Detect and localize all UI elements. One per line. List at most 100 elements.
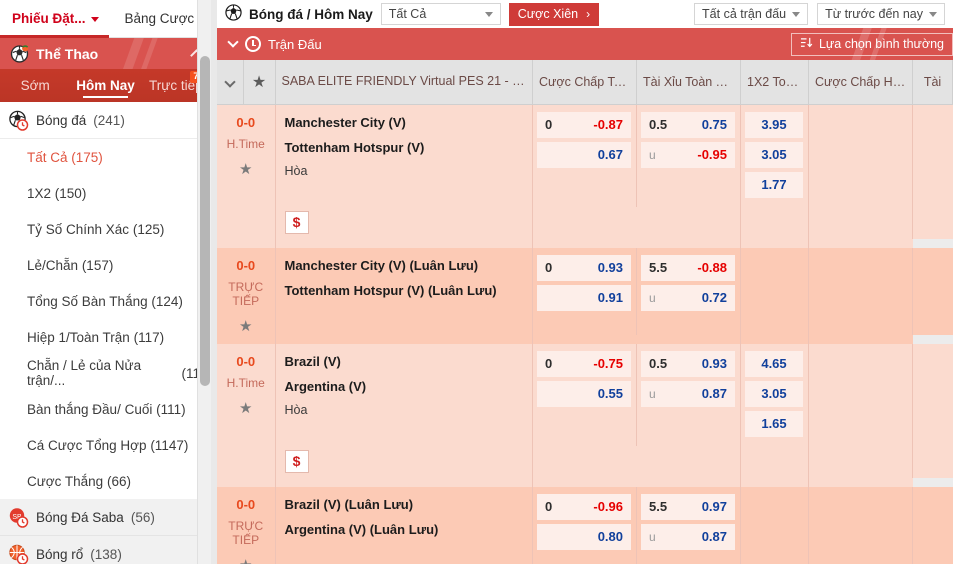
- star-icon[interactable]: ★: [239, 317, 253, 335]
- away-team[interactable]: Argentina (V) (Luân Lưu): [284, 521, 439, 537]
- odds-button[interactable]: 4.65: [745, 350, 803, 377]
- more-markets-button[interactable]: $: [284, 210, 309, 234]
- odds-handicap: 0: [545, 117, 553, 132]
- soccer-ball-icon: [225, 4, 242, 24]
- odds-button[interactable]: 0 -0.87: [537, 111, 631, 138]
- handicap-ft-cell: 0 0.93 0.91: [532, 247, 637, 335]
- league-collapse-header[interactable]: [217, 60, 244, 105]
- tab-bet-list[interactable]: Bảng Cược: [109, 0, 205, 37]
- odds-button[interactable]: 5.5 -0.88: [641, 254, 735, 281]
- sidebar-item-outright-count: (66): [106, 473, 131, 489]
- odds-handicap: u: [649, 147, 656, 162]
- home-team[interactable]: Brazil (V) (Luân Lưu): [284, 496, 414, 512]
- home-team[interactable]: Manchester City (V) (Luân Lưu): [284, 257, 479, 273]
- more-markets-button[interactable]: $: [284, 449, 309, 473]
- odds-handicap: 0: [545, 260, 553, 275]
- odds-button[interactable]: 1.65: [745, 410, 803, 437]
- sidebar-item-outright[interactable]: Cược Thắng (66): [0, 463, 211, 499]
- odds-button[interactable]: 0.67: [537, 141, 631, 168]
- sidebar-item-half-odd-even[interactable]: Chẵn / Lẻ của Nửa trận/... (111): [0, 355, 211, 391]
- odds-value: 0.97: [701, 499, 727, 514]
- odds-table: ★ SABA ELITE FRIENDLY Virtual PES 21 - 5…: [217, 60, 953, 564]
- sidebar-item-1x2-label: 1X2: [27, 185, 52, 201]
- sidebar-item-1x2[interactable]: 1X2 (150): [0, 175, 211, 211]
- odds-button[interactable]: 0 -0.96: [537, 493, 631, 520]
- extra-odds-cell-4: [912, 445, 953, 478]
- breadcrumb-label: Bóng đá / Hôm Nay: [249, 6, 373, 22]
- parlay-button-label: Cược Xiên: [517, 7, 579, 21]
- odds-button[interactable]: 3.05: [745, 380, 803, 407]
- sidebar-subtab-early[interactable]: Sớm: [0, 69, 70, 102]
- odds-button[interactable]: u 0.87: [641, 380, 735, 407]
- left-sidebar: Phiếu Đặt... Bảng Cược Thể Thao: [0, 0, 211, 564]
- home-team[interactable]: Manchester City (V): [284, 114, 406, 130]
- chevron-down-icon: [224, 76, 236, 88]
- handicap-ht-cell: [808, 247, 913, 335]
- sidebar-item-basketball[interactable]: Bóng rổ (138): [0, 536, 211, 564]
- sidebar-item-total-goals[interactable]: Tổng Số Bàn Thắng (124): [0, 283, 211, 319]
- odds-value: 4.65: [761, 356, 787, 371]
- sidebar-item-correct-score[interactable]: Tỷ Số Chính Xác (125): [0, 211, 211, 247]
- sidebar-item-football-count: (241): [93, 112, 125, 128]
- odds-button[interactable]: 0.91: [537, 284, 631, 311]
- home-team[interactable]: Brazil (V): [284, 353, 341, 369]
- sidebar-scrollbar-track[interactable]: [197, 0, 211, 564]
- odds-button[interactable]: 0.55: [537, 380, 631, 407]
- star-icon[interactable]: ★: [239, 160, 253, 178]
- sidebar-subtab-today-label: Hôm Nay: [76, 78, 135, 93]
- pane-divider: [211, 0, 217, 564]
- odds-value: 0.87: [701, 529, 727, 544]
- odds-value: 0.91: [597, 290, 623, 305]
- star-icon[interactable]: ★: [239, 399, 253, 417]
- sidebar-item-football[interactable]: Bóng đá (241): [0, 102, 211, 139]
- odds-button[interactable]: 0 -0.75: [537, 350, 631, 377]
- sidebar-item-odd-even-count: (157): [81, 257, 114, 273]
- sidebar-item-half-full[interactable]: Hiệp 1/Toàn Trận (117): [0, 319, 211, 355]
- draw-label[interactable]: Hòa: [284, 163, 308, 178]
- odds-button[interactable]: 3.95: [745, 111, 803, 138]
- market-filter-value: Tất Cả: [388, 7, 427, 21]
- odds-button[interactable]: u -0.95: [641, 141, 735, 168]
- odds-button[interactable]: u 0.87: [641, 523, 735, 550]
- sidebar-sport-header[interactable]: Thể Thao: [0, 38, 211, 69]
- sidebar-item-half-odd-even-label: Chẵn / Lẻ của Nửa trận/...: [27, 358, 142, 388]
- odds-button[interactable]: 0.5 0.93: [641, 350, 735, 377]
- sidebar-subtab-today[interactable]: Hôm Nay: [70, 69, 140, 102]
- odds-handicap: 5.5: [649, 260, 668, 275]
- sidebar-item-all[interactable]: Tất Cả (175): [0, 139, 211, 175]
- time-range-select[interactable]: Từ trước đến nay: [817, 3, 945, 25]
- chevron-down-icon: [929, 11, 937, 17]
- parlay-button[interactable]: Cược Xiên ›: [508, 2, 600, 26]
- odds-value: 0.93: [701, 356, 727, 371]
- odds-button[interactable]: 0.80: [537, 523, 631, 550]
- star-icon[interactable]: ★: [217, 556, 275, 564]
- odds-button[interactable]: 3.05: [745, 141, 803, 168]
- draw-label[interactable]: Hòa: [284, 402, 308, 417]
- tab-betslip[interactable]: Phiếu Đặt...: [0, 0, 109, 38]
- odds-value: 0.75: [701, 117, 727, 132]
- sidebar-item-mix-parlay-label: Cá Cược Tổng Hợp: [27, 437, 147, 453]
- sidebar-item-saba-football-label: Bóng Đá Saba: [36, 509, 124, 525]
- odds-button[interactable]: u 0.72: [641, 284, 735, 311]
- odds-button[interactable]: 5.5 0.97: [641, 493, 735, 520]
- away-team[interactable]: Tottenham Hotspur (V) (Luân Lưu): [284, 282, 497, 298]
- sidebar-item-saba-football[interactable]: SB Bóng Đá Saba (56): [0, 499, 211, 536]
- sidebar-item-mix-parlay[interactable]: Cá Cược Tổng Hợp (1147): [0, 427, 211, 463]
- sidebar-item-odd-even[interactable]: Lẻ/Chẵn (157): [0, 247, 211, 283]
- favorite-header[interactable]: ★: [243, 60, 276, 105]
- sidebar-category-list: Bóng đá (241) Tất Cả (175) 1X2 (150) Tỷ …: [0, 102, 211, 564]
- sort-mode-button[interactable]: Lựa chọn bình thường: [790, 32, 953, 56]
- match-scope-select[interactable]: Tất cả trận đấu: [694, 3, 809, 25]
- away-team[interactable]: Tottenham Hotspur (V): [284, 139, 425, 155]
- chevron-down-icon[interactable]: [227, 36, 239, 48]
- odds-button[interactable]: 1.77: [745, 171, 803, 198]
- odds-button[interactable]: 0.5 0.75: [641, 111, 735, 138]
- sidebar-item-first-last-goal[interactable]: Bàn thắng Đầu/ Cuối (111): [0, 391, 211, 427]
- sidebar-scrollbar-thumb[interactable]: [200, 56, 210, 386]
- odds-button[interactable]: 0 0.93: [537, 254, 631, 281]
- match-row: 0-0 TRỰC TIẾP ★ Manchester City (V) (Luân Lư…: [217, 247, 953, 335]
- odds-value: 0.93: [597, 260, 623, 275]
- market-filter-select[interactable]: Tất Cả: [380, 3, 501, 25]
- away-team[interactable]: Argentina (V): [284, 378, 367, 394]
